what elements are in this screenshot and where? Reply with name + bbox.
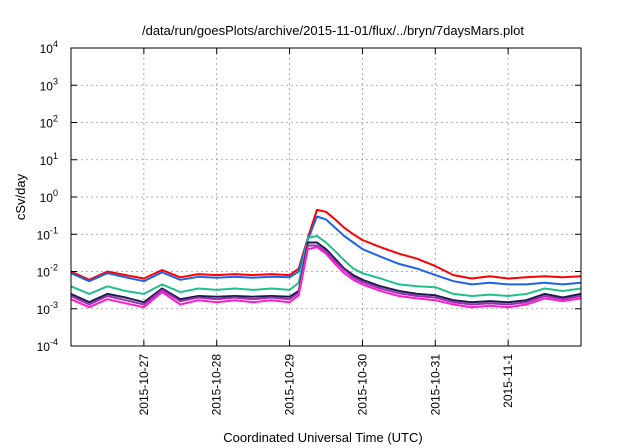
series-line-2 — [70, 215, 582, 286]
y-tick-label: 10-3 — [37, 300, 58, 317]
x-tick-label: 2015-10-30 — [355, 354, 369, 416]
series-line-1 — [70, 208, 582, 281]
y-axis: 104 103 102 101 100 10-1 10-2 10-3 10-4 — [37, 39, 581, 354]
x-tick-label: 2015-10-28 — [210, 354, 224, 416]
y-tick-label: 101 — [40, 151, 58, 168]
x-tick-label: 2015-10-31 — [428, 354, 442, 416]
y-tick-label: 10-4 — [37, 337, 58, 354]
x-tick-label: 2015-11-1 — [501, 354, 515, 408]
series-line-5 — [70, 244, 582, 306]
x-axis-label: Coordinated Universal Time (UTC) — [223, 430, 422, 445]
series-group — [70, 208, 582, 309]
y-tick-label: 100 — [40, 188, 58, 205]
y-tick-label: 10-1 — [37, 225, 58, 242]
series-line-4 — [70, 241, 582, 304]
y-axis-label: cSv/day — [13, 173, 28, 220]
x-tick-label: 2015-10-29 — [283, 354, 297, 416]
x-tick-label: 2015-10-27 — [137, 354, 151, 416]
x-axis: 2015-10-27 2015-10-28 2015-10-29 2015-10-30… — [137, 48, 515, 415]
series-line-6 — [70, 246, 582, 309]
chart-title: /data/run/goesPlots/archive/2015-11-01/f… — [142, 23, 524, 38]
y-tick-label: 102 — [40, 114, 58, 131]
y-tick-label: 10-2 — [37, 263, 58, 280]
y-tick-label: 104 — [40, 39, 58, 56]
series-line-3 — [70, 235, 582, 297]
grid — [71, 48, 581, 346]
y-tick-label: 103 — [40, 76, 58, 93]
